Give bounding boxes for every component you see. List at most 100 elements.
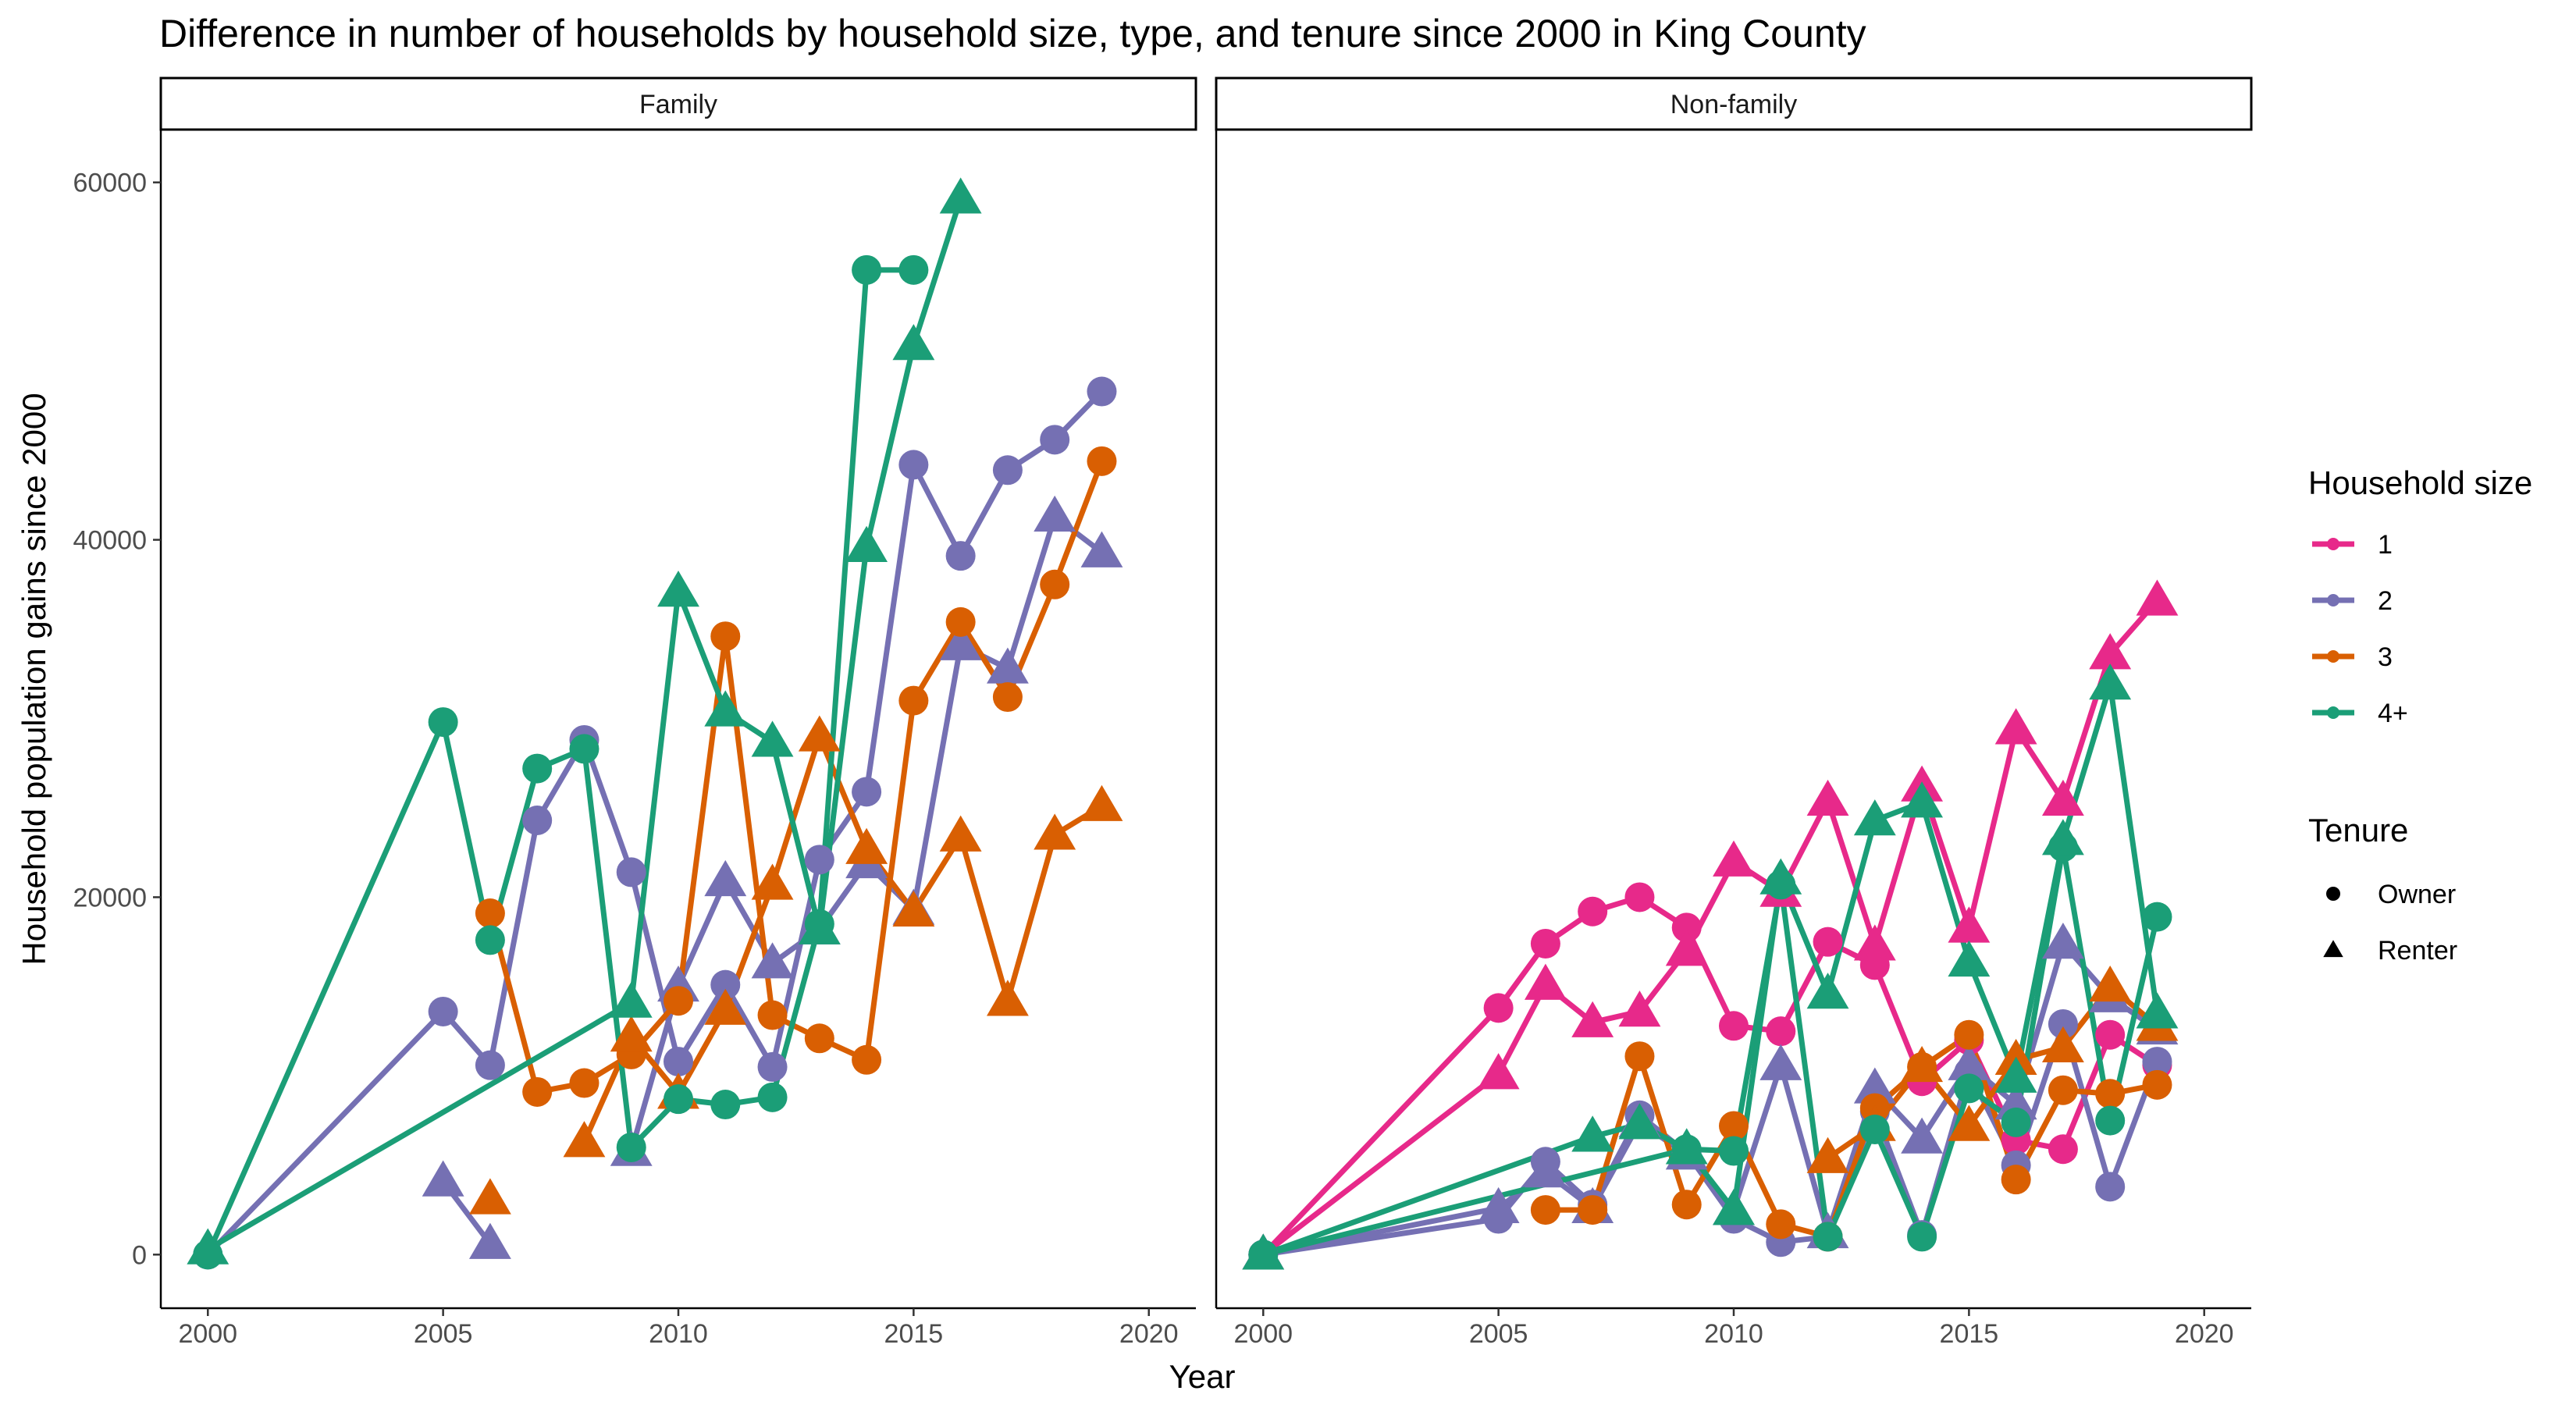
- data-point-owner: [2048, 1075, 2078, 1105]
- data-point-renter: [1948, 1044, 1991, 1080]
- data-point-renter: [1477, 1053, 1520, 1090]
- data-point-renter: [939, 815, 982, 852]
- data-point-renter: [1901, 1117, 1944, 1154]
- legend-label-tenure: Owner: [2378, 880, 2456, 909]
- data-point-renter: [2089, 663, 2132, 700]
- data-point-owner: [898, 450, 929, 480]
- facet-strip-label: Non-family: [1670, 90, 1797, 119]
- data-point-renter: [1571, 1115, 1614, 1152]
- data-point-owner: [2048, 1008, 2078, 1039]
- data-point-renter: [1665, 930, 1708, 966]
- data-point-renter: [610, 981, 653, 1018]
- data-point-owner: [2142, 1047, 2172, 1077]
- data-point-renter: [2136, 992, 2179, 1029]
- data-point-renter: [1994, 1083, 2037, 1120]
- series-line-size-2-renter: [1260, 941, 2160, 1257]
- data-point-renter: [892, 890, 935, 927]
- data-point-owner: [1530, 928, 1560, 959]
- data-point-owner: [1766, 1209, 1796, 1240]
- data-point-owner: [2142, 902, 2172, 932]
- data-point-renter: [704, 690, 747, 727]
- data-point-owner: [1578, 1195, 1608, 1225]
- data-point-renter: [751, 942, 794, 979]
- data-point-owner: [852, 777, 882, 807]
- data-point-owner: [569, 1068, 600, 1098]
- data-point-owner: [1719, 1011, 1749, 1041]
- data-point-owner: [2095, 1172, 2126, 1202]
- legend-key-point: [2327, 706, 2339, 719]
- data-point-owner: [1087, 446, 1117, 476]
- data-point-renter: [1948, 1104, 1991, 1141]
- data-point-renter: [1994, 708, 2037, 745]
- y-axis-title: Household population gains since 2000: [16, 393, 52, 965]
- data-point-renter: [986, 980, 1029, 1016]
- data-point-renter: [1571, 1001, 1614, 1037]
- data-point-owner: [522, 805, 553, 835]
- data-point-owner: [710, 969, 741, 1000]
- data-point-owner: [664, 1047, 693, 1077]
- data-point-owner: [1040, 425, 1070, 455]
- legend: Household size 1 2 3 4+ Tenure Owner Renter: [2308, 464, 2532, 966]
- data-point-renter: [751, 720, 794, 757]
- panel-family: Family 2000 2005 2010 2015 2020 0 20000 40000 600…: [73, 76, 1197, 1349]
- series-line-size-1-owner: [1260, 894, 2160, 1257]
- data-point-owner: [945, 606, 976, 637]
- data-point-renter: [1853, 924, 1896, 961]
- legend-title-tenure: Tenure: [2308, 812, 2408, 848]
- legend-label-size: 4+: [2378, 699, 2408, 728]
- legend-label-tenure: Renter: [2378, 936, 2457, 966]
- y-tick-label: 60000: [73, 169, 147, 198]
- data-point-renter: [2041, 1026, 2084, 1062]
- data-point-owner: [1040, 569, 1070, 599]
- data-point-renter: [1901, 781, 1944, 818]
- data-point-owner: [522, 1076, 553, 1107]
- legend-key-point: [2327, 538, 2339, 550]
- data-point-renter: [1618, 991, 1661, 1027]
- x-axis-title: Year: [1169, 1358, 1236, 1395]
- data-point-owner: [428, 996, 458, 1026]
- x-tick-label: 2020: [2175, 1319, 2234, 1349]
- legend-key-shape: [2323, 940, 2343, 958]
- data-point-renter: [563, 1121, 606, 1158]
- data-point-renter: [1853, 1067, 1896, 1104]
- x-tick-label: 2015: [884, 1319, 944, 1349]
- data-point-renter: [1665, 1128, 1708, 1165]
- data-point-renter: [1948, 906, 1991, 943]
- data-point-owner: [2001, 1107, 2031, 1137]
- series-line-size-4plus-owner: [205, 267, 916, 1257]
- data-point-renter: [1477, 1186, 1520, 1224]
- data-point-renter: [704, 859, 747, 897]
- x-tick-label: 2015: [1940, 1319, 1999, 1349]
- data-point-owner: [522, 753, 553, 784]
- x-tick-label: 2000: [178, 1319, 237, 1349]
- data-point-owner: [1087, 376, 1117, 407]
- data-point-owner: [569, 734, 600, 764]
- data-point-renter: [422, 1160, 464, 1197]
- data-point-owner: [475, 1050, 505, 1080]
- chart-title: Difference in number of households by ho…: [159, 12, 1866, 55]
- data-point-owner: [616, 857, 646, 887]
- data-point-renter: [2041, 923, 2084, 959]
- data-point-owner: [1483, 993, 1514, 1023]
- y-tick-label: 0: [132, 1240, 147, 1270]
- legend-key-point: [2327, 594, 2339, 606]
- series-line-size-1-renter: [1260, 597, 2160, 1257]
- data-point-owner: [2001, 1165, 2031, 1195]
- data-point-renter: [798, 715, 841, 752]
- data-point-owner: [898, 254, 929, 285]
- data-point-renter: [2136, 579, 2179, 616]
- data-point-owner: [804, 1023, 834, 1054]
- data-point-renter: [1034, 813, 1076, 850]
- series-line-size-3-renter: [581, 733, 1105, 1145]
- data-point-renter: [1080, 784, 1123, 821]
- data-point-owner: [852, 254, 882, 285]
- data-point-renter: [1618, 1103, 1661, 1140]
- data-point-renter: [2089, 633, 2132, 670]
- data-point-owner: [1954, 1073, 1984, 1104]
- data-point-owner: [664, 1084, 693, 1115]
- data-point-owner: [757, 1082, 788, 1112]
- data-point-renter: [1994, 1056, 2037, 1093]
- legend-title-size: Household size: [2308, 464, 2532, 501]
- data-point-owner: [2095, 1079, 2126, 1109]
- data-point-owner: [1671, 912, 1702, 943]
